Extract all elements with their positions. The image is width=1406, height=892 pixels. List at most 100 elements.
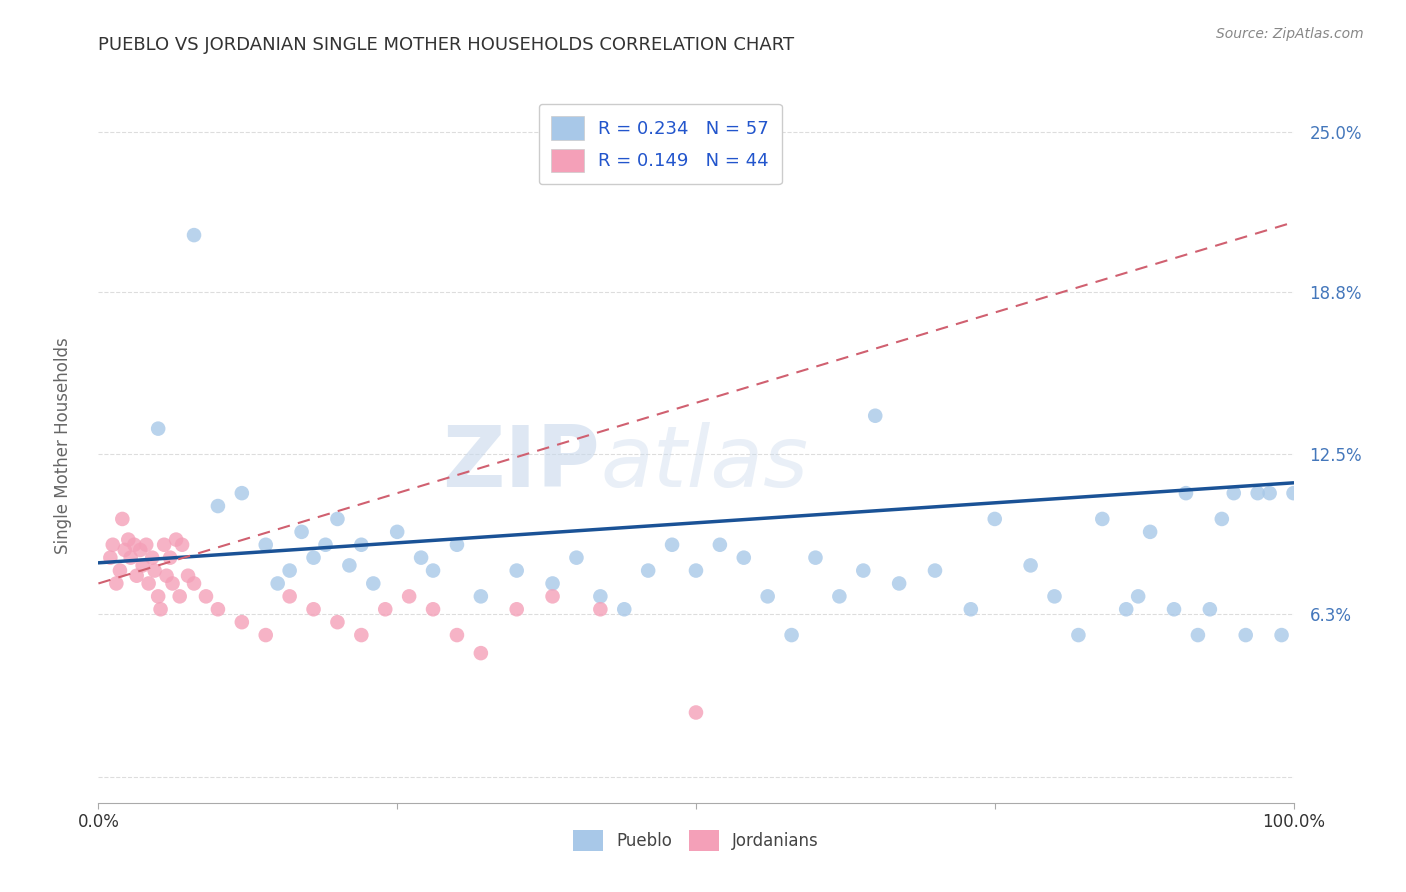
Point <box>589 590 612 604</box>
Point <box>162 576 184 591</box>
Point <box>1282 486 1305 500</box>
Point <box>183 228 205 243</box>
Point <box>470 590 492 604</box>
Point <box>685 564 707 578</box>
Point <box>153 538 176 552</box>
Point <box>398 590 420 604</box>
Point <box>889 576 911 591</box>
Point <box>207 499 229 513</box>
Point <box>1067 628 1090 642</box>
Point <box>254 628 277 642</box>
Point <box>172 538 194 552</box>
Point <box>411 550 433 565</box>
Point <box>865 409 887 423</box>
Point <box>278 564 301 578</box>
Point <box>661 538 683 552</box>
Point <box>470 646 492 660</box>
Point <box>1139 524 1161 539</box>
Point <box>98 550 122 565</box>
Point <box>129 542 152 557</box>
Point <box>120 550 142 565</box>
Point <box>565 550 588 565</box>
Point <box>302 550 325 565</box>
Point <box>828 590 851 604</box>
Point <box>1091 512 1114 526</box>
Text: PUEBLO VS JORDANIAN SINGLE MOTHER HOUSEHOLDS CORRELATION CHART: PUEBLO VS JORDANIAN SINGLE MOTHER HOUSEH… <box>98 36 794 54</box>
Legend: Pueblo, Jordanians: Pueblo, Jordanians <box>565 822 827 860</box>
Point <box>1271 628 1294 642</box>
Point <box>159 550 181 565</box>
Point <box>339 558 361 573</box>
Point <box>177 568 200 582</box>
Point <box>446 628 468 642</box>
Point <box>131 558 153 573</box>
Point <box>1247 486 1270 500</box>
Point <box>1163 602 1185 616</box>
Point <box>141 550 163 565</box>
Point <box>446 538 468 552</box>
Point <box>231 486 253 500</box>
Point <box>108 564 131 578</box>
Point <box>733 550 755 565</box>
Point <box>709 538 731 552</box>
Point <box>231 615 253 630</box>
Point <box>302 602 325 616</box>
Point <box>326 615 349 630</box>
Point <box>1234 628 1257 642</box>
Point <box>541 576 564 591</box>
Point <box>1258 486 1281 500</box>
Point <box>852 564 875 578</box>
Point <box>111 512 134 526</box>
Point <box>1115 602 1137 616</box>
Point <box>195 590 218 604</box>
Point <box>589 602 612 616</box>
Point <box>685 706 707 720</box>
Point <box>350 538 373 552</box>
Point <box>756 590 779 604</box>
Point <box>148 590 170 604</box>
Point <box>1128 590 1150 604</box>
Point <box>114 542 136 557</box>
Point <box>924 564 946 578</box>
Point <box>254 538 277 552</box>
Point <box>506 602 529 616</box>
Point <box>138 576 160 591</box>
Point <box>278 590 301 604</box>
Point <box>1187 628 1209 642</box>
Point <box>1175 486 1198 500</box>
Point <box>1199 602 1222 616</box>
Text: ZIP: ZIP <box>443 422 600 505</box>
Point <box>363 576 385 591</box>
Point <box>984 512 1007 526</box>
Point <box>149 602 172 616</box>
Point <box>125 568 148 582</box>
Point <box>135 538 157 552</box>
Point <box>385 524 409 539</box>
Point <box>117 533 139 547</box>
Point <box>207 602 229 616</box>
Point <box>1019 558 1042 573</box>
Point <box>422 602 444 616</box>
Point <box>105 576 128 591</box>
Point <box>291 524 314 539</box>
Point <box>374 602 396 616</box>
Text: atlas: atlas <box>600 422 808 505</box>
Point <box>350 628 373 642</box>
Point <box>804 550 827 565</box>
Point <box>315 538 337 552</box>
Point <box>101 538 124 552</box>
Point <box>183 576 205 591</box>
Point <box>613 602 636 616</box>
Point <box>155 568 177 582</box>
Point <box>1043 590 1066 604</box>
Point <box>326 512 349 526</box>
Point <box>124 538 146 552</box>
Point <box>541 590 564 604</box>
Point <box>780 628 803 642</box>
Point <box>1223 486 1246 500</box>
Point <box>960 602 983 616</box>
Point <box>143 564 166 578</box>
Text: Source: ZipAtlas.com: Source: ZipAtlas.com <box>1216 27 1364 41</box>
Point <box>422 564 444 578</box>
Point <box>165 533 187 547</box>
